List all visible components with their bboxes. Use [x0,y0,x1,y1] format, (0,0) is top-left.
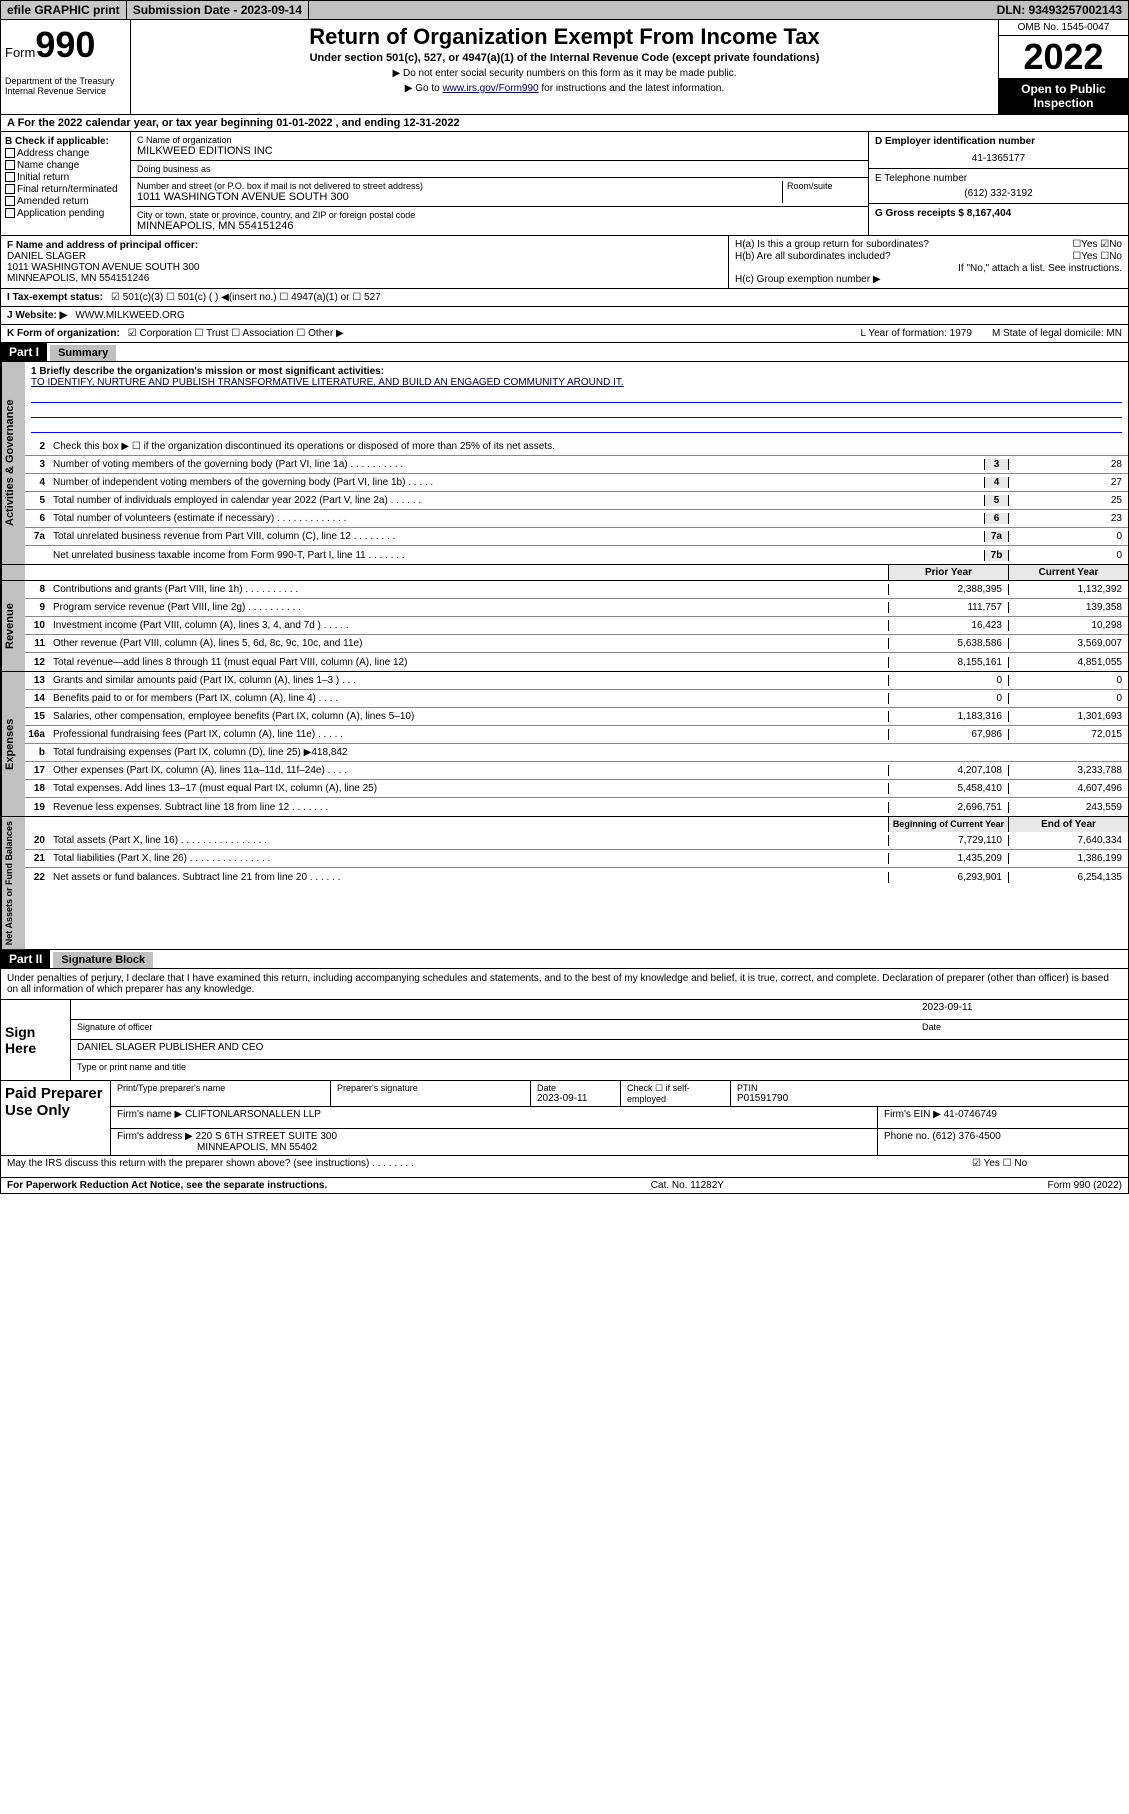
perjury-declaration: Under penalties of perjury, I declare th… [1,969,1128,999]
table-row: 6Total number of volunteers (estimate if… [25,510,1128,528]
sign-here-label: Sign Here [1,1000,71,1080]
irs-link[interactable]: www.irs.gov/Form990 [442,83,538,94]
form-subtitle: Under section 501(c), 527, or 4947(a)(1)… [143,52,986,64]
officer-name: DANIEL SLAGER [7,251,722,262]
table-row: 4Number of independent voting members of… [25,474,1128,492]
top-bar: efile GRAPHIC print Submission Date - 20… [0,0,1129,20]
org-name: MILKWEED EDITIONS INC [137,145,862,157]
state-domicile: M State of legal domicile: MN [992,328,1122,339]
cb-application-pending[interactable]: Application pending [5,208,126,219]
vlabel-revenue: Revenue [1,581,25,671]
year-formation: L Year of formation: 1979 [861,328,972,339]
col-c-org-info: C Name of organization MILKWEED EDITIONS… [131,132,868,235]
cb-initial-return[interactable]: Initial return [5,172,126,183]
table-row: 21Total liabilities (Part X, line 26) . … [25,850,1128,868]
table-row: 12Total revenue—add lines 8 through 11 (… [25,653,1128,671]
firm-name: CLIFTONLARSONALLEN LLP [185,1109,321,1120]
firm-ein: 41-0746749 [944,1109,997,1120]
table-row: 17Other expenses (Part IX, column (A), l… [25,762,1128,780]
cb-amended-return[interactable]: Amended return [5,196,126,207]
firm-phone: (612) 376-4500 [932,1131,1000,1142]
cb-address-change[interactable]: Address change [5,148,126,159]
form-note-1: ▶ Do not enter social security numbers o… [143,68,986,79]
cb-name-change[interactable]: Name change [5,160,126,171]
table-row: 11Other revenue (Part VIII, column (A), … [25,635,1128,653]
inspection-label: Open to Public Inspection [999,78,1128,114]
form-header: Form990 Department of the Treasury Inter… [0,20,1129,115]
table-row: 16aProfessional fundraising fees (Part I… [25,726,1128,744]
form-title: Return of Organization Exempt From Incom… [143,24,986,50]
dept-label: Department of the Treasury Internal Reve… [5,76,126,96]
table-row: 8Contributions and grants (Part VIII, li… [25,581,1128,599]
footer: For Paperwork Reduction Act Notice, see … [0,1178,1129,1194]
table-row: 15Salaries, other compensation, employee… [25,708,1128,726]
org-city: MINNEAPOLIS, MN 554151246 [137,220,862,232]
telephone: (612) 332-3192 [875,188,1122,199]
vlabel-expenses: Expenses [1,672,25,816]
form-note-2: ▶ Go to www.irs.gov/Form990 for instruct… [143,83,986,94]
table-row: 9Program service revenue (Part VIII, lin… [25,599,1128,617]
col-de-contact: D Employer identification number 41-1365… [868,132,1128,235]
website: WWW.MILKWEED.ORG [75,310,184,321]
dln-label: DLN: 93493257002143 [991,1,1128,19]
col-h-group: H(a) Is this a group return for subordin… [728,236,1128,288]
table-row: 19Revenue less expenses. Subtract line 1… [25,798,1128,816]
efile-print-button[interactable]: efile GRAPHIC print [1,1,127,19]
table-row: 22Net assets or fund balances. Subtract … [25,868,1128,886]
hb-answer: ☐Yes ☐No [1072,251,1122,262]
table-row: 20Total assets (Part X, line 16) . . . .… [25,832,1128,850]
form-number: Form990 [5,24,126,66]
vlabel-netassets: Net Assets or Fund Balances [1,817,25,949]
table-row: 5Total number of individuals employed in… [25,492,1128,510]
vlabel-governance: Activities & Governance [1,362,25,564]
sig-date: 2023-09-11 [922,1002,1122,1017]
table-row: 3Number of voting members of the governi… [25,456,1128,474]
table-row: 14Benefits paid to or for members (Part … [25,690,1128,708]
form-of-org: ☑ Corporation ☐ Trust ☐ Association ☐ Ot… [128,328,344,339]
tax-exempt-status: ☑ 501(c)(3) ☐ 501(c) ( ) ◀(insert no.) ☐… [111,292,381,303]
part1-header: Part I [1,343,47,361]
org-address: 1011 WASHINGTON AVENUE SOUTH 300 [137,191,782,203]
row-a-tax-year: A For the 2022 calendar year, or tax yea… [0,115,1129,132]
part2-title: Signature Block [53,952,153,968]
gross-receipts: G Gross receipts $ 8,167,404 [875,208,1122,219]
omb-label: OMB No. 1545-0047 [999,20,1128,36]
prep-date: 2023-09-11 [537,1093,614,1104]
submission-date-label: Submission Date - 2023-09-14 [127,1,309,19]
col-current-year: Current Year [1008,565,1128,580]
paid-preparer-label: Paid Preparer Use Only [1,1081,111,1155]
table-row: 13Grants and similar amounts paid (Part … [25,672,1128,690]
tax-year: 2022 [999,36,1128,78]
col-f-officer: F Name and address of principal officer:… [1,236,728,288]
part2-header: Part II [1,950,50,968]
officer-name-title: DANIEL SLAGER PUBLISHER AND CEO [77,1042,263,1057]
col-prior-year: Prior Year [888,565,1008,580]
table-row: bTotal fundraising expenses (Part IX, co… [25,744,1128,762]
ha-answer: ☐Yes ☑No [1072,239,1122,250]
table-row: 18Total expenses. Add lines 13–17 (must … [25,780,1128,798]
discuss-answer: ☑ Yes ☐ No [972,1158,1122,1175]
table-row: 7aTotal unrelated business revenue from … [25,528,1128,546]
cb-final-return[interactable]: Final return/terminated [5,184,126,195]
col-b-checkboxes: B Check if applicable: Address change Na… [1,132,131,235]
vlabel-spacer [1,565,25,580]
firm-address: 220 S 6TH STREET SUITE 300 [196,1131,338,1142]
ptin: P01591790 [737,1093,1122,1104]
table-row: Net unrelated business taxable income fr… [25,546,1128,564]
ein: 41-1365177 [875,153,1122,164]
mission-statement: TO IDENTIFY, NURTURE AND PUBLISH TRANSFO… [31,377,1122,388]
part1-title: Summary [50,345,116,361]
table-row: 10Investment income (Part VIII, column (… [25,617,1128,635]
